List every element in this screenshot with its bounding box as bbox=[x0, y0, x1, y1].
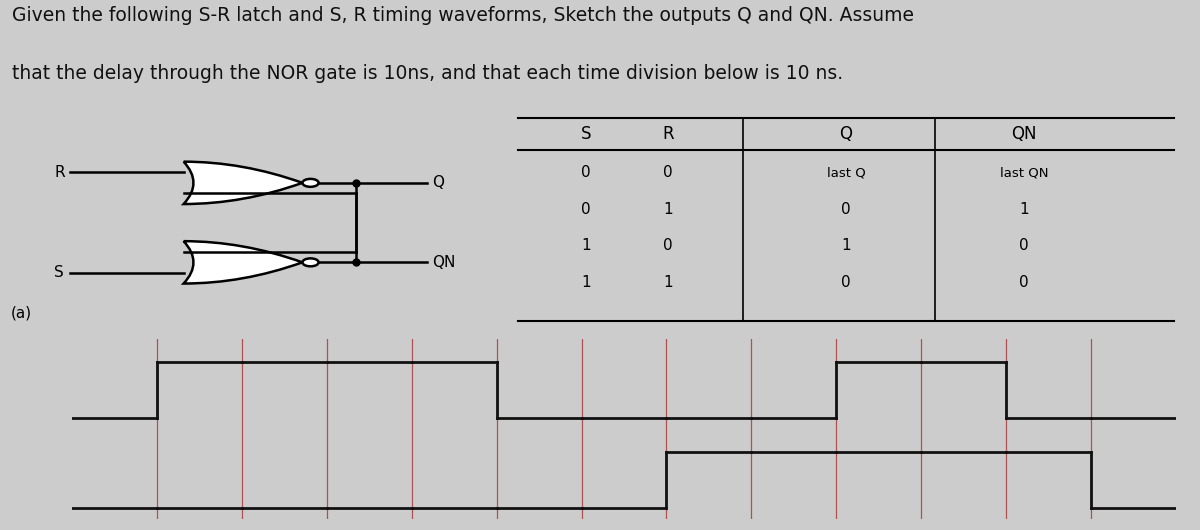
PathPatch shape bbox=[184, 162, 302, 204]
Text: 1: 1 bbox=[1019, 202, 1028, 217]
Text: S: S bbox=[54, 266, 64, 280]
Text: 1: 1 bbox=[581, 238, 590, 253]
Text: 0: 0 bbox=[581, 165, 590, 180]
Text: (a): (a) bbox=[11, 306, 32, 321]
Text: (b): (b) bbox=[504, 351, 526, 366]
Text: QN: QN bbox=[1012, 125, 1037, 143]
Text: last QN: last QN bbox=[1000, 166, 1048, 179]
Text: 0: 0 bbox=[841, 275, 851, 290]
Text: 1: 1 bbox=[664, 202, 673, 217]
Text: 0: 0 bbox=[664, 165, 673, 180]
Text: last Q: last Q bbox=[827, 166, 865, 179]
Text: 0: 0 bbox=[664, 238, 673, 253]
PathPatch shape bbox=[184, 241, 302, 284]
Text: S: S bbox=[581, 125, 592, 143]
Text: 0: 0 bbox=[841, 202, 851, 217]
Text: that the delay through the NOR gate is 10ns, and that each time division below i: that the delay through the NOR gate is 1… bbox=[12, 64, 844, 83]
Circle shape bbox=[302, 179, 319, 187]
Text: 1: 1 bbox=[841, 238, 851, 253]
Text: 0: 0 bbox=[581, 202, 590, 217]
Text: QN: QN bbox=[432, 255, 455, 270]
Text: 1: 1 bbox=[581, 275, 590, 290]
Text: 1: 1 bbox=[664, 275, 673, 290]
Circle shape bbox=[302, 258, 319, 266]
Text: 0: 0 bbox=[1019, 275, 1028, 290]
Text: Given the following S-R latch and S, R timing waveforms, Sketch the outputs Q an: Given the following S-R latch and S, R t… bbox=[12, 6, 914, 25]
Text: Q: Q bbox=[840, 125, 852, 143]
Text: R: R bbox=[662, 125, 674, 143]
Text: Q: Q bbox=[432, 175, 444, 190]
Text: R: R bbox=[54, 165, 65, 180]
Text: 0: 0 bbox=[1019, 238, 1028, 253]
